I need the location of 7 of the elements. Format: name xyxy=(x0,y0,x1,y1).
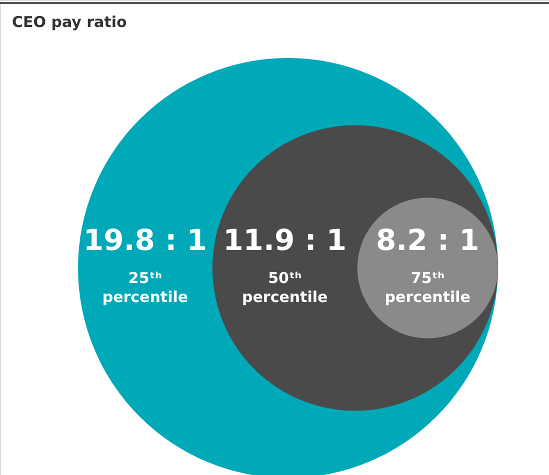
text: CEO pay ratio xyxy=(12,13,127,31)
category-label: 50ᵗʰ percentile xyxy=(242,269,328,306)
category-label: 25ᵗʰ percentile xyxy=(102,269,188,306)
category-label: 75ᵗʰ percentile xyxy=(384,269,470,306)
data-label: 11.9 : 1 xyxy=(223,223,347,257)
data-label: 8.2 : 1 xyxy=(376,223,480,257)
data-label: 19.8 : 1 xyxy=(83,223,207,257)
